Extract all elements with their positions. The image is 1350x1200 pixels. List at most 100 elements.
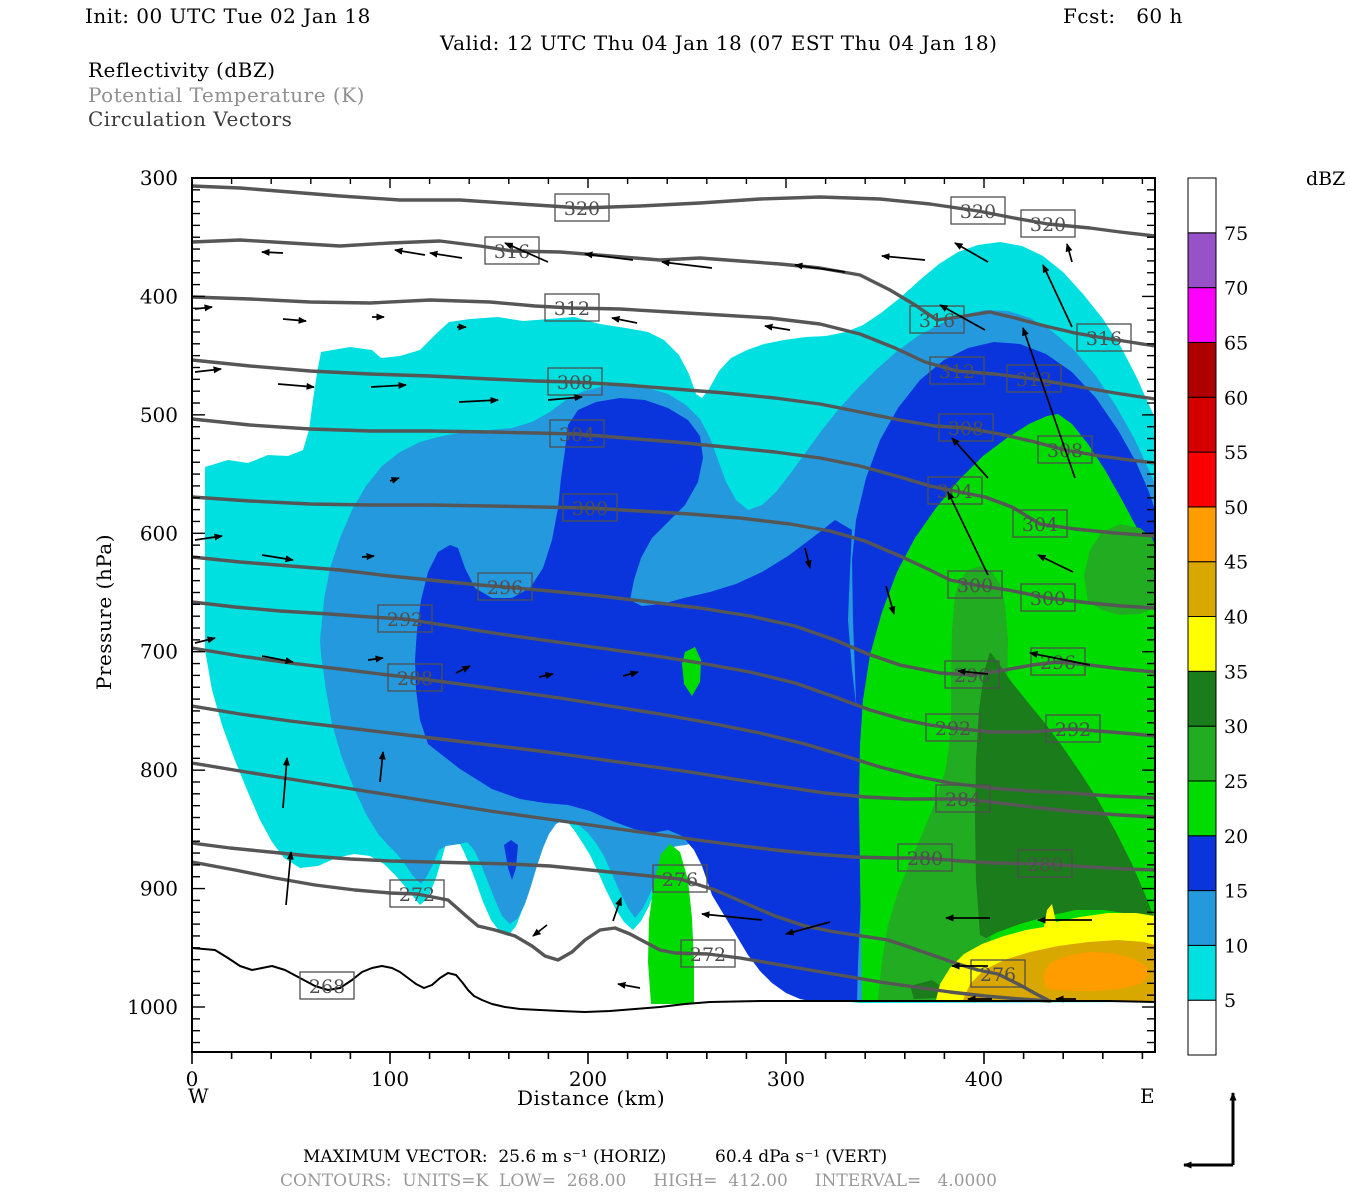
refl-15-finger	[504, 840, 518, 880]
colorbar-label: 30	[1224, 716, 1248, 738]
colorbar-cell	[1187, 506, 1217, 563]
svg-text:276: 276	[980, 964, 1016, 986]
svg-text:304: 304	[1022, 514, 1058, 536]
colorbar-label: 25	[1224, 771, 1248, 793]
svg-text:272: 272	[690, 944, 726, 966]
theta-contour-312	[192, 295, 1155, 401]
svg-text:304: 304	[937, 481, 973, 503]
wind-vector	[612, 897, 622, 922]
svg-text:316: 316	[1086, 328, 1122, 350]
theta-contour-304	[192, 417, 1155, 538]
contour-label-300: 300	[562, 493, 618, 522]
refl-45-core	[1043, 952, 1149, 991]
colorbar-cell	[1187, 287, 1217, 343]
contour-label-280: 280	[1017, 849, 1073, 878]
refl-20-strip	[648, 844, 694, 1004]
contour-label-276: 276	[652, 864, 708, 893]
x-tick-label: 300	[767, 1067, 805, 1091]
svg-text:304: 304	[559, 424, 595, 446]
contour-label-300: 300	[1020, 583, 1076, 612]
wind-vector	[194, 533, 223, 541]
wind-vector	[881, 253, 926, 261]
y-tick-label: 500	[140, 403, 178, 427]
svg-text:312: 312	[554, 298, 590, 320]
wind-vector	[367, 655, 384, 663]
svg-text:300: 300	[1030, 588, 1066, 610]
wind-vector	[885, 585, 896, 615]
y-tick-label: 600	[140, 521, 178, 545]
wind-vector	[458, 396, 499, 404]
colorbar-title: dBZ	[1306, 168, 1346, 190]
wind-vector	[429, 250, 463, 259]
wind-vector	[532, 924, 548, 937]
init-time-label: Init: 00 UTC Tue 02 Jan 18	[85, 4, 371, 28]
circulation-vector-layer	[194, 242, 1092, 1003]
theta-contour-296	[192, 555, 1155, 677]
west-end-label: W	[188, 1084, 210, 1108]
wind-vector	[370, 381, 407, 389]
wind-vector	[261, 248, 284, 256]
contour-label-320: 320	[1020, 209, 1076, 238]
wind-vector	[764, 323, 791, 331]
wind-vector	[277, 382, 315, 390]
refl-15-oval	[813, 762, 843, 833]
svg-text:288: 288	[397, 668, 433, 690]
svg-text:312: 312	[939, 361, 975, 383]
east-end-label: E	[1140, 1084, 1156, 1108]
forecast-hour-label: Fcst: 60 h	[1063, 4, 1183, 28]
x-tick-label: 100	[371, 1067, 409, 1091]
theta-contour-268	[192, 947, 1155, 1013]
wind-vector	[804, 547, 812, 569]
wind-vector	[939, 304, 986, 331]
colorbar-label: 60	[1224, 387, 1248, 409]
wind-vector	[194, 636, 216, 644]
x-tick-label: 200	[569, 1067, 607, 1091]
svg-text:292: 292	[387, 609, 423, 631]
contour-label-284: 284	[935, 784, 991, 813]
colorbar-label: 20	[1224, 826, 1248, 848]
wind-vector	[957, 668, 989, 676]
y-tick-label: 900	[140, 877, 178, 901]
wind-vector	[194, 366, 222, 374]
wind-vector	[1065, 243, 1073, 263]
refl-25-lobe	[1084, 524, 1155, 615]
y-tick-label: 400	[140, 284, 178, 308]
valid-time-label: Valid: 12 UTC Thu 04 Jan 18 (07 EST Thu …	[440, 31, 998, 55]
y-tick-label: 700	[140, 640, 178, 664]
wind-vector	[701, 911, 763, 921]
theta-contour-284	[192, 704, 1155, 819]
svg-text:316: 316	[919, 310, 955, 332]
contour-label-304: 304	[1012, 509, 1068, 538]
contour-label-276: 276	[970, 959, 1026, 988]
theta-contour-320	[192, 184, 1155, 238]
wind-vector	[584, 251, 634, 261]
svg-text:276: 276	[662, 869, 698, 891]
param-vectors-label: Circulation Vectors	[88, 107, 293, 131]
colorbar-cell	[1187, 232, 1217, 289]
wind-vector	[361, 553, 375, 561]
colorbar-cell	[1187, 177, 1217, 234]
wind-vector	[622, 670, 639, 678]
contour-label-308: 308	[938, 413, 994, 442]
wind-vector	[389, 477, 400, 484]
colorbar-label: 40	[1224, 607, 1248, 629]
wind-vector	[1042, 264, 1073, 328]
colorbar-label: 55	[1224, 442, 1248, 464]
colorbar-label: 15	[1224, 881, 1248, 903]
contour-label-320: 320	[554, 193, 610, 222]
y-tick-label: 800	[140, 758, 178, 782]
theta-contour-308	[192, 358, 1155, 465]
y-tick-label: 1000	[127, 995, 178, 1019]
colorbar-cell	[1187, 999, 1217, 1056]
contour-label-292: 292	[377, 604, 433, 633]
colorbar-cell	[1187, 396, 1217, 453]
contour-label-312: 312	[929, 356, 985, 385]
colorbar-label: 70	[1224, 278, 1248, 300]
svg-text:320: 320	[1030, 214, 1066, 236]
contour-label-268: 268	[299, 971, 355, 1000]
svg-text:272: 272	[399, 884, 435, 906]
colorbar-cell	[1187, 725, 1217, 782]
colorbar-label: 50	[1224, 497, 1248, 519]
contour-label-296: 296	[477, 572, 533, 601]
